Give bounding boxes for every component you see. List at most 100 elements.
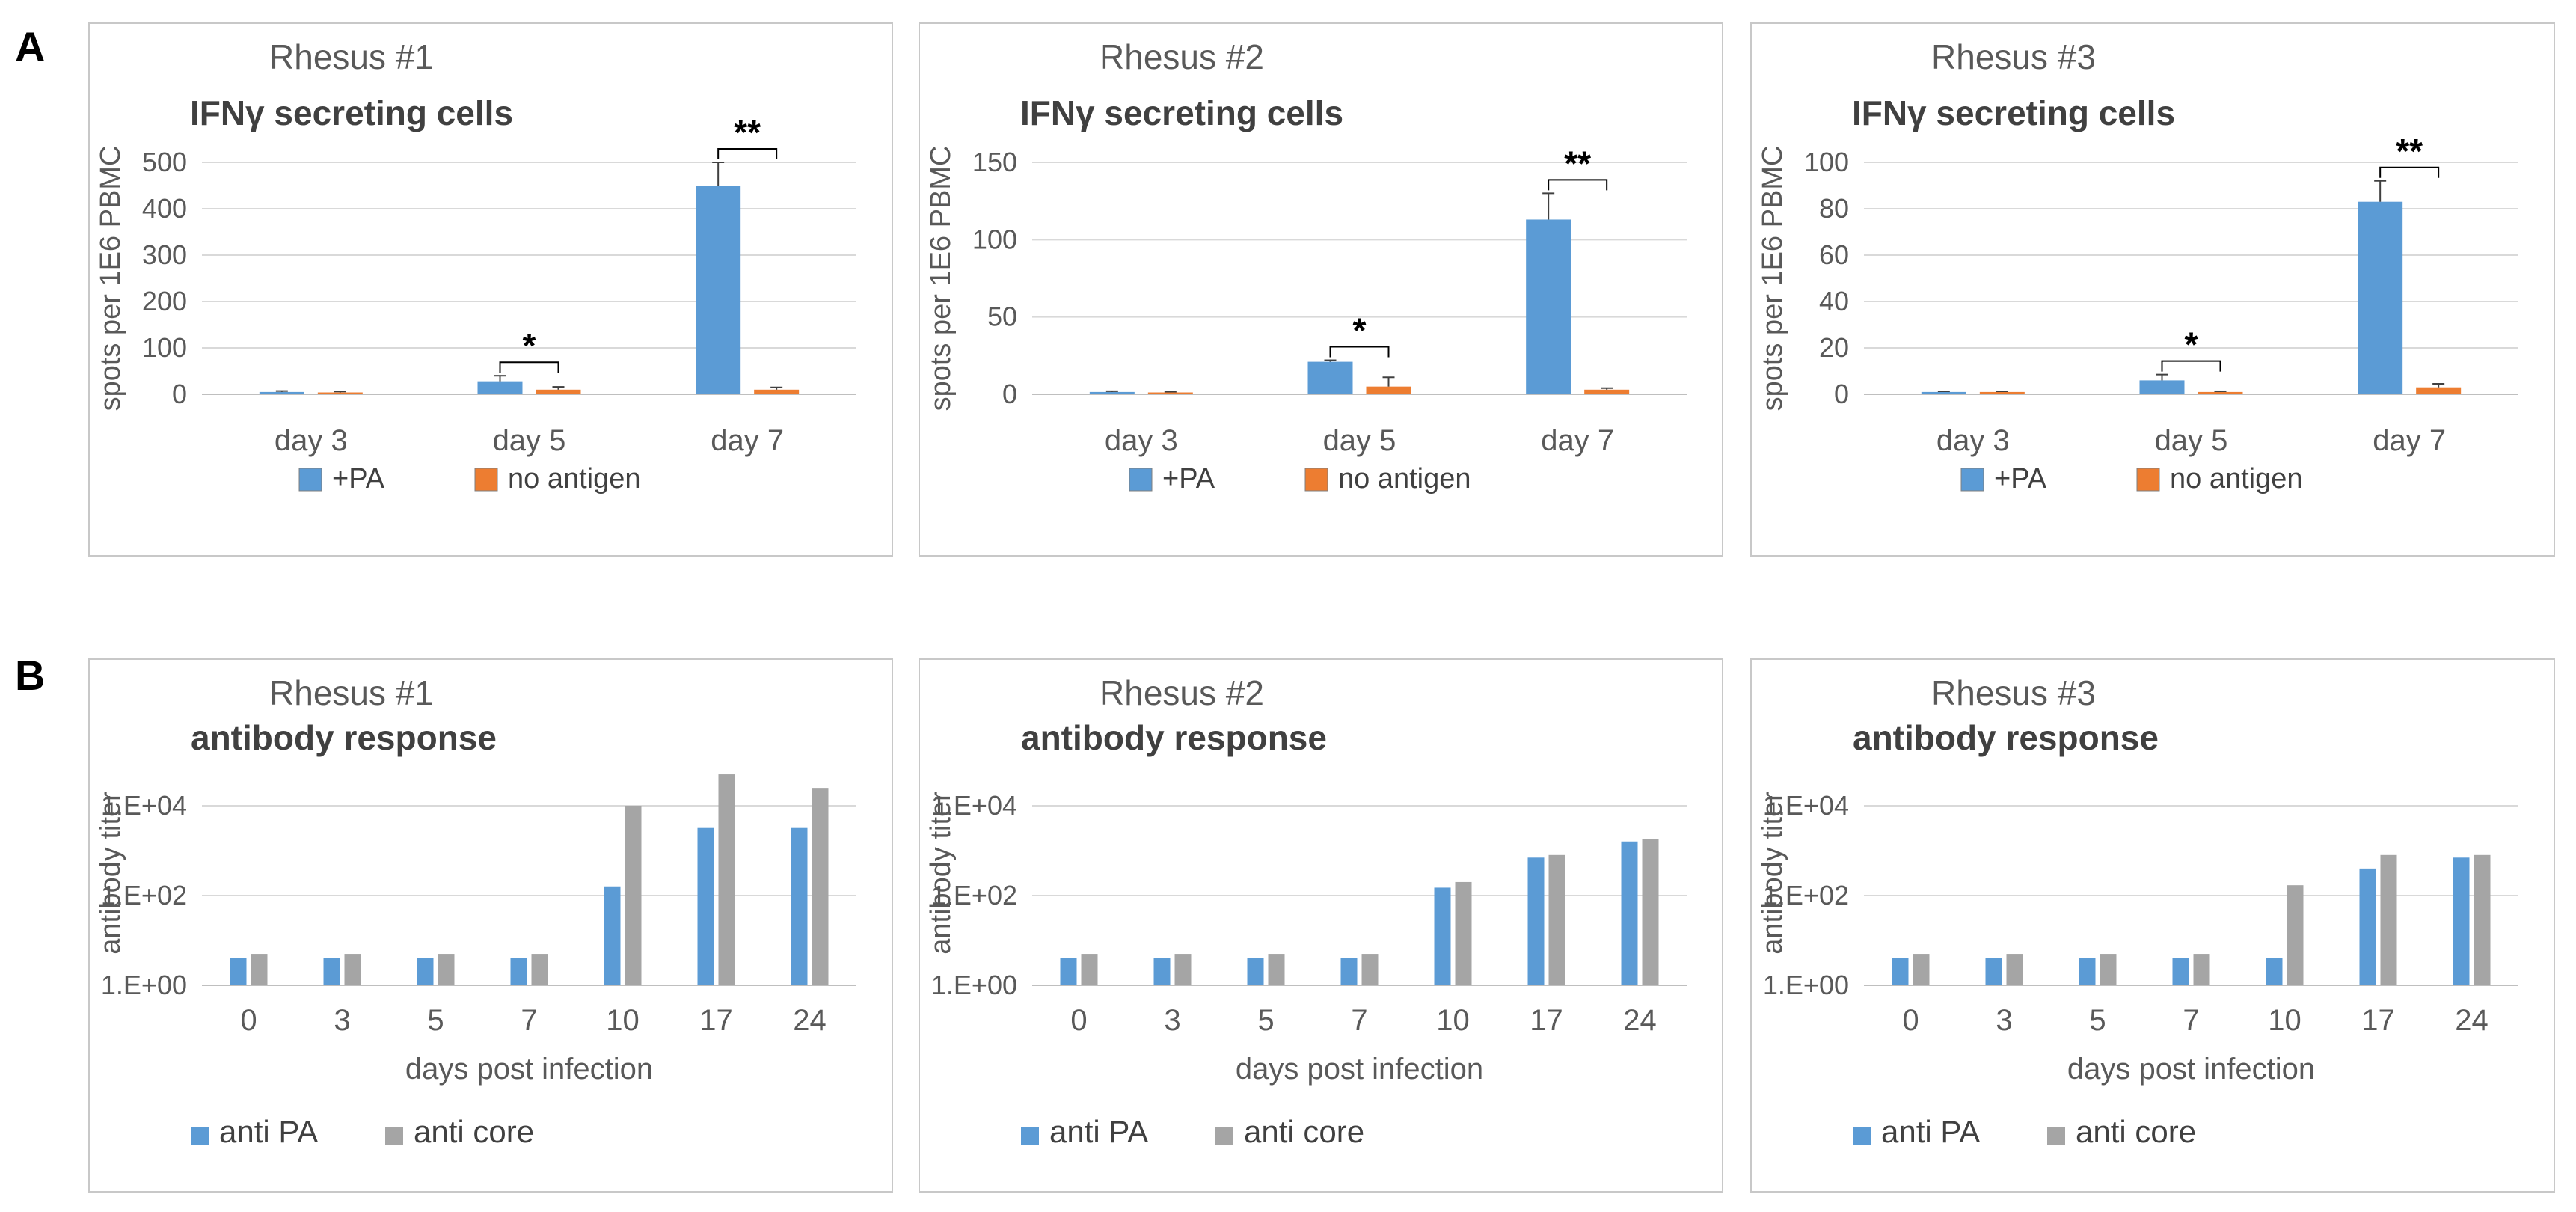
bar	[718, 774, 735, 985]
bar	[2079, 958, 2096, 985]
bar	[1548, 854, 1565, 985]
bar	[2139, 380, 2185, 394]
significance-marker: **	[2396, 132, 2423, 171]
bar	[2416, 387, 2462, 394]
x-tick-label: day 3	[1936, 424, 2010, 457]
chart-title: Rhesus #2	[1100, 37, 1264, 76]
bar	[531, 954, 548, 985]
x-tick-label: 10	[2268, 1004, 2301, 1037]
legend-label: +PA	[1994, 463, 2047, 495]
y-tick-label: 80	[1819, 193, 1849, 224]
x-tick-label: 7	[521, 1004, 537, 1037]
bar	[259, 391, 304, 394]
chart-subtitle: antibody response	[1021, 718, 1327, 757]
bar	[696, 186, 741, 394]
legend-swatch	[2136, 468, 2160, 492]
legend-swatch	[2047, 1127, 2065, 1145]
y-axis-label: antibody titer	[1757, 792, 1788, 955]
chart-svg: Rhesus #1 antibody response 1.E+00 1.E+02 1.…	[95, 673, 856, 1149]
bar	[1268, 954, 1285, 985]
y-tick-label: 1.E+02	[101, 880, 187, 910]
bar	[1642, 839, 1659, 985]
y-tick-label: 1.E+02	[1763, 880, 1849, 910]
bar	[1174, 954, 1192, 985]
legend-swatch	[191, 1127, 209, 1145]
legend-swatch	[385, 1127, 403, 1145]
x-tick-label: 24	[1623, 1004, 1657, 1037]
y-tick-label: 100	[972, 224, 1017, 254]
y-tick-label: 100	[1804, 147, 1849, 177]
bar	[2453, 857, 2470, 985]
legend-swatch	[1129, 468, 1153, 492]
x-tick-label: 3	[1996, 1004, 2012, 1037]
bar	[230, 958, 247, 985]
bar	[510, 958, 527, 985]
chart-svg: Rhesus #3 antibody response 1.E+00 1.E+02 1.…	[1757, 673, 2518, 1149]
bar	[1913, 954, 1930, 985]
y-tick-label: 400	[142, 193, 187, 224]
bar	[697, 827, 714, 985]
x-tick-label: 17	[699, 1004, 733, 1037]
y-axis-label: spots per 1E6 PBMC	[95, 146, 126, 411]
chart-subtitle: antibody response	[1853, 718, 2159, 757]
chart-subtitle: IFNγ secreting cells	[1852, 94, 2175, 132]
x-tick-label: day 5	[2155, 424, 2228, 457]
legend-label: no antigen	[2170, 463, 2303, 495]
panel-letter-b: B	[15, 652, 46, 699]
y-tick-label: 100	[142, 332, 187, 363]
bar	[1584, 389, 1630, 394]
y-axis-label: spots per 1E6 PBMC	[925, 146, 957, 411]
legend-swatch	[298, 468, 322, 492]
bar	[1361, 954, 1379, 985]
y-tick-label: 0	[172, 379, 187, 409]
bar	[1366, 386, 1411, 394]
chart-title: Rhesus #1	[269, 673, 434, 712]
bar	[1247, 958, 1264, 985]
y-tick-label: 0	[1834, 379, 1849, 409]
x-tick-label: day 7	[1541, 424, 1614, 457]
legend-label: +PA	[1162, 463, 1215, 495]
chart-title: Rhesus #1	[269, 37, 434, 76]
legend-swatch	[1960, 468, 1984, 492]
chart-subtitle: IFNγ secreting cells	[190, 94, 513, 132]
bar	[2193, 954, 2210, 985]
chart-antibody-rhesus-2: Rhesus #2 antibody response 1.E+00 1.E+02 1.…	[919, 658, 1723, 1193]
significance-marker: *	[2185, 325, 2198, 364]
y-tick-label: 1.E+04	[1763, 790, 1849, 821]
x-axis-label: days post infection	[405, 1053, 653, 1086]
bar	[323, 958, 340, 985]
bar	[2359, 868, 2376, 985]
y-axis-label: antibody titer	[925, 792, 957, 955]
bar	[1526, 219, 1571, 394]
y-tick-label: 300	[142, 239, 187, 270]
x-tick-label: day 7	[711, 424, 784, 457]
bar	[344, 954, 361, 985]
bar	[1060, 958, 1077, 985]
x-tick-label: day 3	[275, 424, 348, 457]
x-tick-label: day 3	[1105, 424, 1178, 457]
chart-svg: Rhesus #2 antibody response 1.E+00 1.E+02 1.…	[925, 673, 1687, 1149]
y-tick-label: 1.E+04	[101, 790, 187, 821]
legend-label: +PA	[332, 463, 385, 495]
bar	[625, 806, 642, 985]
bar	[604, 886, 621, 985]
x-tick-label: 5	[2089, 1004, 2106, 1037]
x-tick-label: 17	[2361, 1004, 2395, 1037]
y-tick-label: 50	[987, 302, 1017, 332]
x-axis-label: days post infection	[2067, 1053, 2315, 1086]
x-tick-label: day 5	[493, 424, 566, 457]
bar	[2287, 885, 2304, 985]
significance-marker: **	[1564, 144, 1591, 183]
bar	[536, 389, 581, 394]
x-tick-label: 10	[1436, 1004, 1470, 1037]
panel-letter-a: A	[15, 23, 46, 70]
bar	[1527, 857, 1545, 985]
bar	[2380, 854, 2397, 985]
y-tick-label: 150	[972, 147, 1017, 177]
bar	[317, 392, 363, 394]
legend-label: no antigen	[508, 463, 641, 495]
significance-bracket	[2379, 166, 2440, 178]
bar	[791, 827, 808, 985]
legend-label: anti PA	[219, 1114, 318, 1149]
x-tick-label: day 7	[2373, 424, 2446, 457]
